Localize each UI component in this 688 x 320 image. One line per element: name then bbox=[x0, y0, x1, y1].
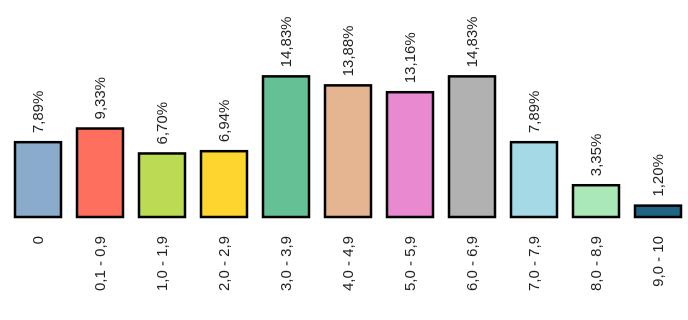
bar-7 bbox=[447, 75, 497, 219]
bar-6 bbox=[385, 90, 435, 219]
category-label-1: 0,1 - 0,9 bbox=[92, 236, 109, 291]
value-label-9: 3,35% bbox=[588, 134, 605, 177]
category-label-0: 0 bbox=[30, 236, 47, 244]
value-label-1: 9,33% bbox=[92, 77, 109, 120]
category-labels-group: 0 0,1 - 0,9 1,0 - 1,9 2,0 - 2,9 3,0 - 3,9 4,0… bbox=[30, 236, 667, 291]
value-label-4: 14,83% bbox=[278, 16, 295, 67]
category-label-8: 7,0 - 7,9 bbox=[526, 236, 543, 291]
category-label-5: 4,0 - 4,9 bbox=[340, 236, 357, 291]
value-label-10: 1,20% bbox=[650, 154, 667, 197]
bars-group bbox=[13, 75, 683, 219]
bar-5 bbox=[323, 84, 373, 219]
value-label-5: 13,88% bbox=[340, 25, 357, 76]
category-label-10: 9,0 - 10 bbox=[650, 236, 667, 287]
bar-3 bbox=[199, 149, 249, 219]
bar-4 bbox=[261, 75, 311, 219]
category-label-4: 3,0 - 3,9 bbox=[278, 236, 295, 291]
bar-2 bbox=[137, 152, 187, 219]
bar-9 bbox=[571, 183, 621, 219]
category-label-2: 1,0 - 1,9 bbox=[154, 236, 171, 291]
value-label-3: 6,94% bbox=[216, 100, 233, 143]
category-label-3: 2,0 - 2,9 bbox=[216, 236, 233, 291]
category-label-7: 6,0 - 6,9 bbox=[464, 236, 481, 291]
value-label-7: 14,83% bbox=[464, 16, 481, 67]
bar-10 bbox=[633, 204, 683, 219]
bar-0 bbox=[13, 140, 63, 219]
value-label-6: 13,16% bbox=[402, 32, 419, 83]
category-label-9: 8,0 - 8,9 bbox=[588, 236, 605, 291]
value-label-0: 7,89% bbox=[30, 91, 47, 134]
value-label-2: 6,70% bbox=[154, 102, 171, 145]
value-label-8: 7,89% bbox=[526, 91, 543, 134]
bar-8 bbox=[509, 140, 559, 219]
bar-1 bbox=[75, 127, 125, 219]
category-label-6: 5,0 - 5,9 bbox=[402, 236, 419, 291]
value-labels-group: 7,89% 9,33% 6,70% 6,94% 14,83% 13,88% 13,16% 14… bbox=[30, 16, 667, 196]
